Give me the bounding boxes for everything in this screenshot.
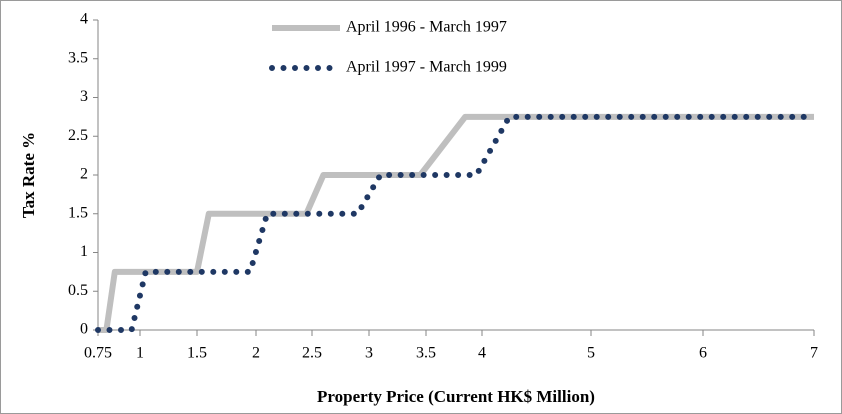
x-tick-label: 4 [478,345,486,362]
x-tick-label: 1.5 [187,345,207,362]
y-tick-label: 1.5 [68,204,88,221]
x-tick-label: 3.5 [416,345,436,362]
y-tick-label: 0 [80,321,88,338]
legend-label: April 1997 - March 1999 [346,59,507,76]
y-tick-label: 4 [80,11,88,28]
x-tick-label: 5 [587,345,595,362]
y-tick-label: 0.5 [68,282,88,299]
x-tick-label: 7 [810,345,818,362]
y-tick-label: 2 [80,166,88,183]
x-tick-label: 1 [136,345,144,362]
x-tick-label: 2.5 [302,345,322,362]
legend-label: April 1996 - March 1997 [346,19,507,36]
x-tick-label: 2 [252,345,260,362]
y-tick-label: 2.5 [68,127,88,144]
x-axis-label: Property Price (Current HK$ Million) [317,387,595,406]
y-axis-label: Tax Rate % [19,132,38,218]
x-tick-label: 3 [365,345,373,362]
y-tick-label: 1 [80,243,88,260]
x-tick-label: 0.75 [84,345,112,362]
y-tick-label: 3.5 [68,49,88,66]
series-line [98,113,814,333]
y-tick-label: 3 [80,88,88,105]
x-tick-label: 6 [699,345,707,362]
